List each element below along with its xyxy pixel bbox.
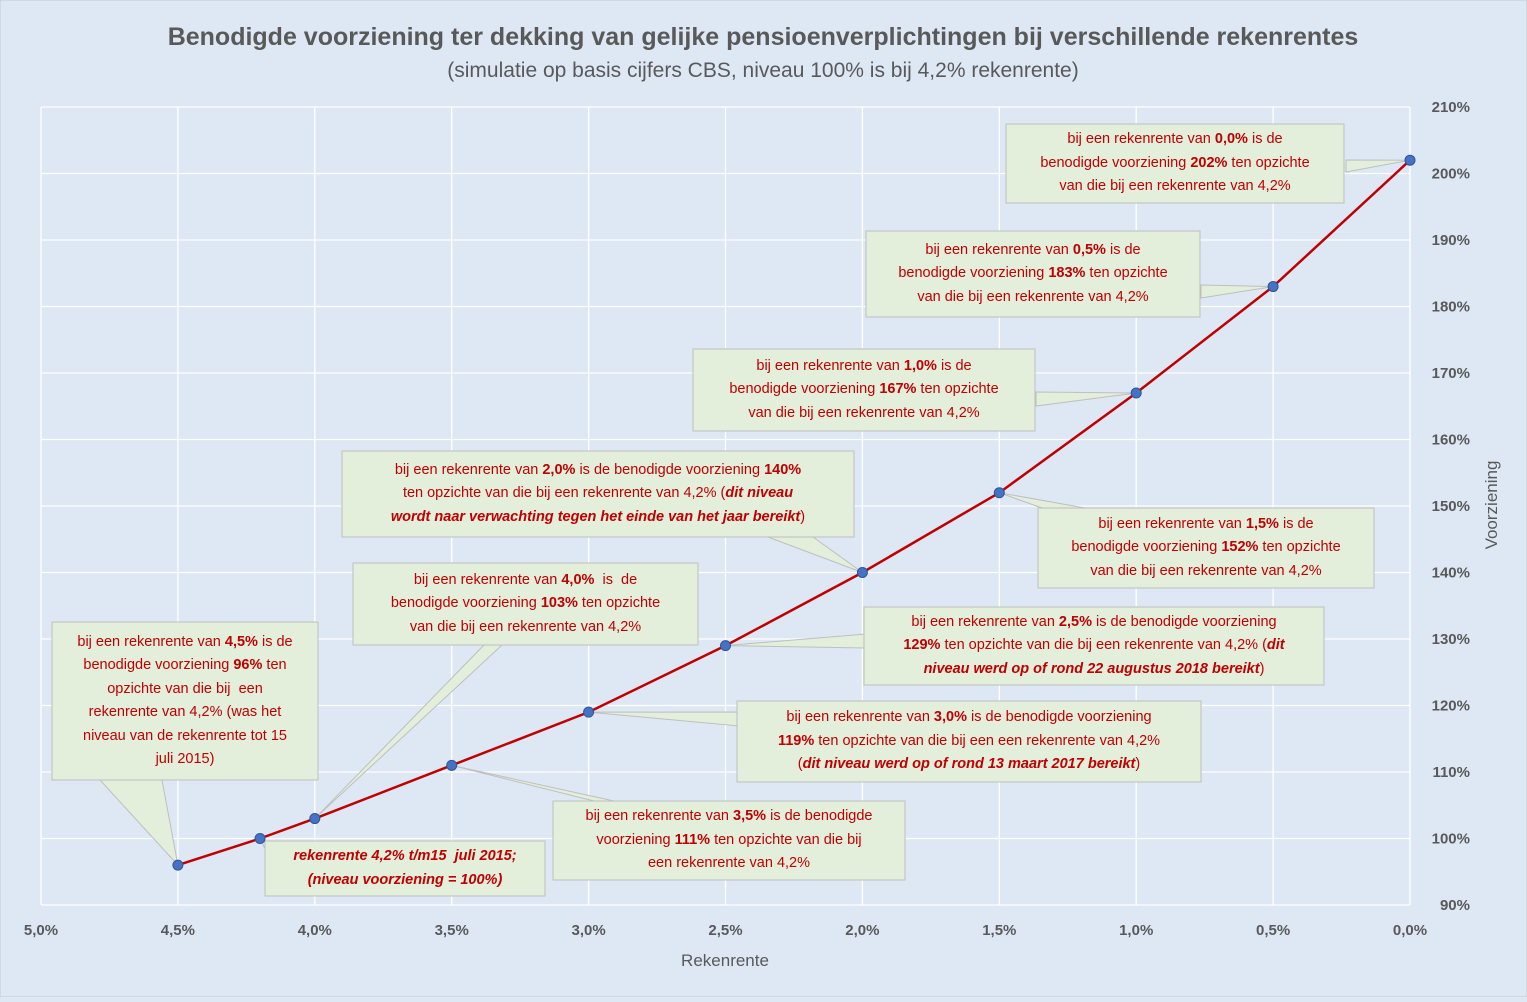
callout-pointer [1200, 284, 1274, 299]
y-tick-label: 150% [1432, 498, 1470, 515]
callout-pointer [1035, 391, 1137, 407]
callout-text: bij een rekenrente van 4,5% is de benodig… [77, 633, 293, 768]
tick-labels: 5,0% 4,5% 4,0% 3,5% 3,0% 2,5% 2,0% 1,5% 1,0% 0,5%… [24, 99, 1470, 939]
data-point-marker [309, 813, 321, 825]
callout-annotation: bij een rekenrente van 2,5% is de benodi… [865, 608, 1323, 684]
data-point-marker [856, 567, 868, 578]
chart-subtitle: (simulatie op basis cijfers CBS, niveau … [447, 59, 1078, 82]
y-tick-label: 130% [1432, 631, 1470, 648]
x-tick-label: 3,5% [435, 922, 469, 939]
callout-annotation: bij een rekenrente van 0,5% is de benodig… [867, 232, 1199, 316]
callout-annotation: bij een rekenrente van 1,5% is de benodig… [1039, 509, 1373, 587]
data-point-marker [1267, 281, 1279, 293]
y-axis-title: Voorziening [1482, 461, 1501, 550]
data-point-marker [583, 706, 595, 718]
y-tick-label: 90% [1440, 897, 1470, 914]
y-tick-label: 160% [1432, 432, 1470, 449]
x-tick-label: 1,5% [982, 922, 1016, 939]
x-tick-label: 3,0% [571, 922, 605, 939]
y-tick-label: 180% [1432, 299, 1470, 316]
callout-annotation: bij een rekenrente van 4,0% is de benodig… [354, 564, 697, 644]
y-tick-label: 120% [1432, 698, 1470, 715]
y-tick-label: 140% [1432, 565, 1470, 582]
callout-pointer [1345, 159, 1411, 173]
y-tick-label: 190% [1432, 232, 1470, 249]
callout-annotation: bij een rekenrente van 1,0% is de benodig… [694, 350, 1034, 430]
callout-annotation: rekenrente 4,2% t/m15 juli 2015; (niveau … [266, 842, 544, 895]
x-tick-label: 0,0% [1393, 922, 1427, 939]
callout-text: bij een rekenrente van 3,5% is de benodi… [585, 808, 873, 872]
y-tick-label: 210% [1432, 99, 1470, 116]
callout-text: bij een rekenrente van 1,5% is de benodig… [1071, 515, 1341, 579]
data-point-marker [1130, 387, 1142, 399]
callout-text: bij een rekenrente van 1,0% is de benodig… [729, 357, 999, 421]
data-point-marker [254, 833, 266, 844]
callout-annotation: bij een rekenrente van 0,0% is de benodig… [1007, 125, 1343, 202]
data-point-marker [993, 487, 1005, 499]
data-point-marker [172, 859, 184, 871]
y-tick-label: 200% [1432, 166, 1470, 183]
x-tick-label: 2,0% [845, 922, 879, 939]
callout-text: bij een rekenrente van 2,5% is de benodi… [903, 613, 1285, 677]
callout-text: bij een rekenrente van 3,0% is de benodi… [777, 709, 1161, 773]
x-tick-label: 5,0% [24, 922, 58, 939]
y-tick-label: 110% [1432, 764, 1470, 781]
chart-title: Benodigde voorziening ter dekking van ge… [168, 23, 1359, 51]
data-point-marker [1404, 154, 1416, 166]
x-tick-label: 4,0% [298, 922, 332, 939]
data-point-marker [446, 759, 458, 771]
callout-annotation: bij een rekenrente van 3,0% is de benodi… [738, 702, 1200, 781]
x-tick-label: 0,5% [1256, 922, 1290, 939]
data-point-marker [720, 640, 731, 652]
x-tick-label: 2,5% [708, 922, 742, 939]
callout-text: bij een rekenrente van 2,0% is de benodi… [390, 461, 806, 525]
series-layer [172, 154, 1416, 871]
x-tick-label: 4,5% [161, 922, 195, 939]
callout-text: rekenrente 4,2% t/m15 juli 2015; (niveau … [293, 848, 517, 888]
x-axis-title: Rekenrente [681, 951, 769, 970]
callout-annotation: bij een rekenrente van 2,0% is de benodi… [343, 452, 853, 536]
callout-annotation: bij een rekenrente van 3,5% is de benodi… [554, 802, 904, 879]
callout-annotation: bij een rekenrente van 4,5% is de benodig… [53, 623, 317, 779]
y-tick-label: 100% [1432, 831, 1470, 848]
callout-text: bij een rekenrente van 4,0% is de benodig… [390, 571, 661, 635]
callout-text: bij een rekenrente van 0,0% is de benodig… [1040, 131, 1310, 195]
y-tick-label: 170% [1432, 365, 1470, 382]
callout-text: bij een rekenrente van 0,5% is de benodig… [898, 241, 1168, 305]
x-tick-label: 1,0% [1119, 922, 1153, 939]
